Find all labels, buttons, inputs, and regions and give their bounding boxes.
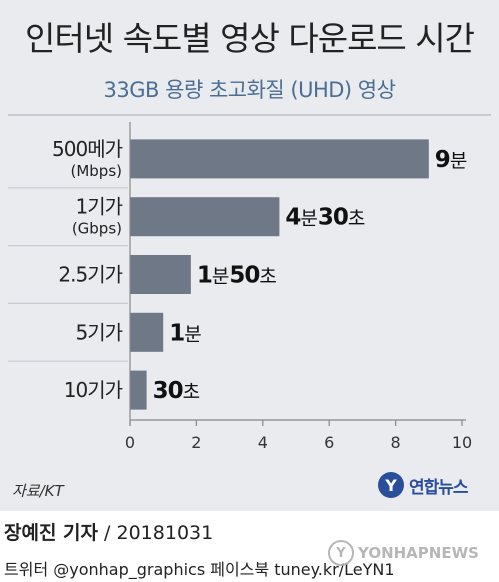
bar — [130, 139, 429, 179]
chart-panel — [0, 0, 499, 511]
category-label: 5기가 — [75, 320, 122, 344]
yonhap-logo: Y 연합뉴스 — [378, 470, 469, 500]
bar-chart: 500메가(Mbps) 9분 1기가(Gbps) 4분30초 2.5기가 1분50초 5기가… — [8, 122, 472, 452]
x-tick-label: 10 — [452, 433, 472, 452]
category-sublabel: (Gbps) — [72, 220, 122, 238]
category-label: 10기가 — [64, 378, 123, 402]
data-label: 30초 — [153, 378, 201, 404]
watermark-text: YONHAPNEWS — [358, 544, 479, 562]
category-sublabel: (Mbps) — [70, 162, 122, 180]
title-divider — [8, 114, 491, 116]
chart-title: 인터넷 속도별 영상 다운로드 시간 — [25, 19, 475, 58]
watermark: Y YONHAPNEWS — [328, 540, 479, 566]
watermark-mark-icon: Y — [328, 540, 354, 566]
x-tick-label: 0 — [125, 433, 135, 452]
x-tick-label: 4 — [258, 433, 268, 452]
publish-date: / 20181031 — [98, 522, 214, 544]
x-tick-label: 2 — [191, 433, 201, 452]
data-label: 4분30초 — [285, 205, 365, 231]
bar — [130, 312, 164, 352]
yonhap-logo-text: 연합뉴스 — [409, 477, 469, 498]
data-label: 1분50초 — [197, 263, 277, 289]
reporter-name: 장예진 기자 — [4, 522, 99, 544]
bar — [130, 370, 147, 410]
bar — [130, 197, 280, 237]
category-label: 2.5기가 — [58, 263, 122, 287]
data-label: 1분 — [169, 320, 202, 346]
data-label: 9분 — [435, 147, 468, 173]
source-note: 자료/KT — [12, 482, 64, 500]
category-label: 1기가 — [75, 195, 122, 219]
x-tick-label: 8 — [391, 433, 401, 452]
credit-line: 장예진 기자 / 20181031 — [4, 518, 213, 545]
bar — [130, 255, 191, 294]
yonhap-logo-mark: Y — [378, 472, 404, 498]
chart-subtitle: 33GB 용량 초고화질 (UHD) 영상 — [103, 78, 396, 102]
category-label: 500메가 — [52, 137, 123, 161]
x-tick-label: 6 — [324, 433, 334, 452]
social-links: 트위터 @yonhap_graphics 페이스북 tuney.kr/LeYN1 — [4, 560, 395, 579]
